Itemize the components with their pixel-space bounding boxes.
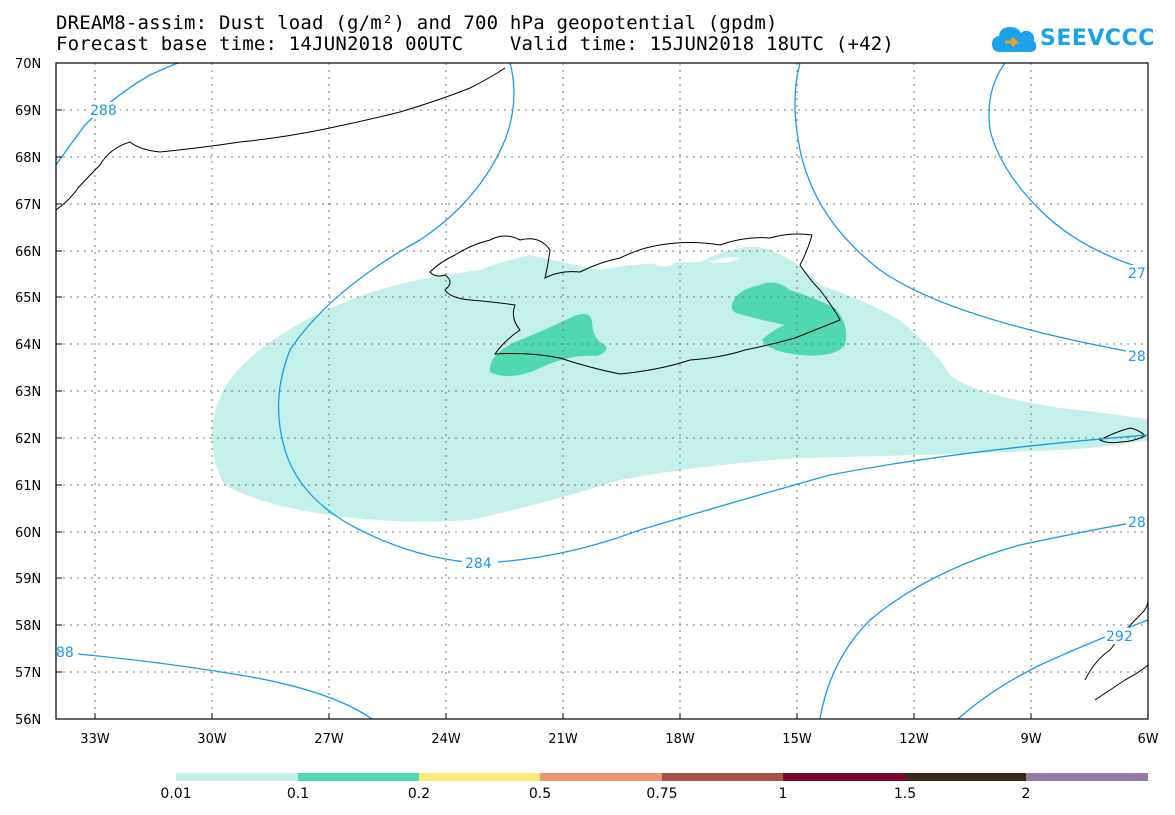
dust-gap <box>710 257 740 263</box>
lat-label: 65N <box>15 291 41 306</box>
lat-label: 56N <box>15 713 41 728</box>
colorbar-segment <box>419 773 540 781</box>
colorbar-segment <box>176 773 298 781</box>
map-title: DREAM8-assim: Dust load (g/m²) and 700 h… <box>56 12 778 34</box>
lat-label: 62N <box>15 432 41 447</box>
lon-label: 27W <box>314 732 344 747</box>
coastline-faroe <box>1098 427 1146 444</box>
colorbar <box>176 773 1148 781</box>
lat-label: 61N <box>15 479 41 494</box>
contour-labels: 288 284 27 28 28 292 88 <box>56 102 1148 661</box>
cloud-icon <box>992 27 1037 52</box>
lat-label: 59N <box>15 572 41 587</box>
colorbar-tick-label: 1.5 <box>893 786 917 802</box>
dust-region-mid-west <box>489 313 607 377</box>
lon-label: 15W <box>782 732 812 747</box>
contour-label-276: 27 <box>1128 266 1146 282</box>
lon-label: 30W <box>197 732 227 747</box>
colorbar-segment <box>905 773 1026 781</box>
colorbar-tick-label: 1 <box>778 786 788 802</box>
coastline-greenland <box>56 67 506 211</box>
map-subtitle: Forecast base time: 14JUN2018 00UTC Vali… <box>56 33 895 55</box>
contour-label-288-sw: 88 <box>56 645 74 661</box>
lat-label: 69N <box>15 104 41 119</box>
dust-gap <box>655 257 678 267</box>
lon-label: 33W <box>80 732 110 747</box>
lat-label: 67N <box>15 198 41 213</box>
lon-label: 24W <box>431 732 461 747</box>
colorbar-segment <box>1026 773 1148 781</box>
coastline-iceland <box>429 233 841 375</box>
contour-label-288-nw: 288 <box>90 103 117 119</box>
contour-label-284: 284 <box>465 556 492 572</box>
contour-label-292: 292 <box>1106 629 1133 645</box>
contour-276 <box>988 63 1148 271</box>
lat-label: 66N <box>15 245 41 260</box>
logo-text: SEEVCCC <box>1040 26 1155 51</box>
colorbar-tick-label: 0.01 <box>160 786 192 802</box>
contour-280-east <box>794 63 1148 356</box>
lon-label: 12W <box>899 732 929 747</box>
lat-label: 63N <box>15 385 41 400</box>
lat-label: 68N <box>15 151 41 166</box>
lat-label: 70N <box>15 57 41 72</box>
coastline-scotland <box>1084 599 1148 701</box>
colorbar-tick-label: 0.75 <box>646 786 678 802</box>
colorbar-tick-label: 0.1 <box>286 786 310 802</box>
colorbar-tick-label: 0.2 <box>407 786 431 802</box>
colorbar-segment <box>783 773 905 781</box>
lat-label: 58N <box>15 619 41 634</box>
seevccc-logo: SEEVCCC <box>990 22 1154 58</box>
map-grid <box>56 63 1148 719</box>
lat-label: 57N <box>15 666 41 681</box>
lat-label: 64N <box>15 338 41 353</box>
colorbar-segment <box>662 773 783 781</box>
contour-288-sw <box>56 651 373 719</box>
lon-label: 6W <box>1137 732 1158 747</box>
contour-284 <box>277 63 1148 564</box>
colorbar-segment <box>298 773 419 781</box>
axis-ticks <box>56 109 1032 719</box>
colorbar-segment <box>540 773 662 781</box>
lon-label: 21W <box>548 732 578 747</box>
contour-288-se <box>819 519 1148 719</box>
lon-label: 18W <box>665 732 695 747</box>
contour-label-288-se: 28 <box>1128 515 1146 531</box>
colorbar-tick-label: 0.5 <box>528 786 552 802</box>
dust-region-light <box>212 246 1148 522</box>
contour-label-280: 28 <box>1128 349 1146 365</box>
geopotential-contours <box>56 63 1148 719</box>
map-plot-area: 288 284 27 28 28 292 88 <box>56 63 1148 719</box>
colorbar-tick-label: 2 <box>1021 786 1031 802</box>
longitude-labels: 33W 30W 27W 24W 21W 18W 15W 12W 9W 6W <box>80 732 1158 747</box>
lon-label: 9W <box>1020 732 1041 747</box>
dust-region-mid-east <box>731 282 847 356</box>
latitude-labels: 70N 69N 68N 67N 66N 65N 64N 63N 62N 61N … <box>15 57 41 728</box>
lat-label: 60N <box>15 526 41 541</box>
contour-288-nw <box>56 63 179 166</box>
